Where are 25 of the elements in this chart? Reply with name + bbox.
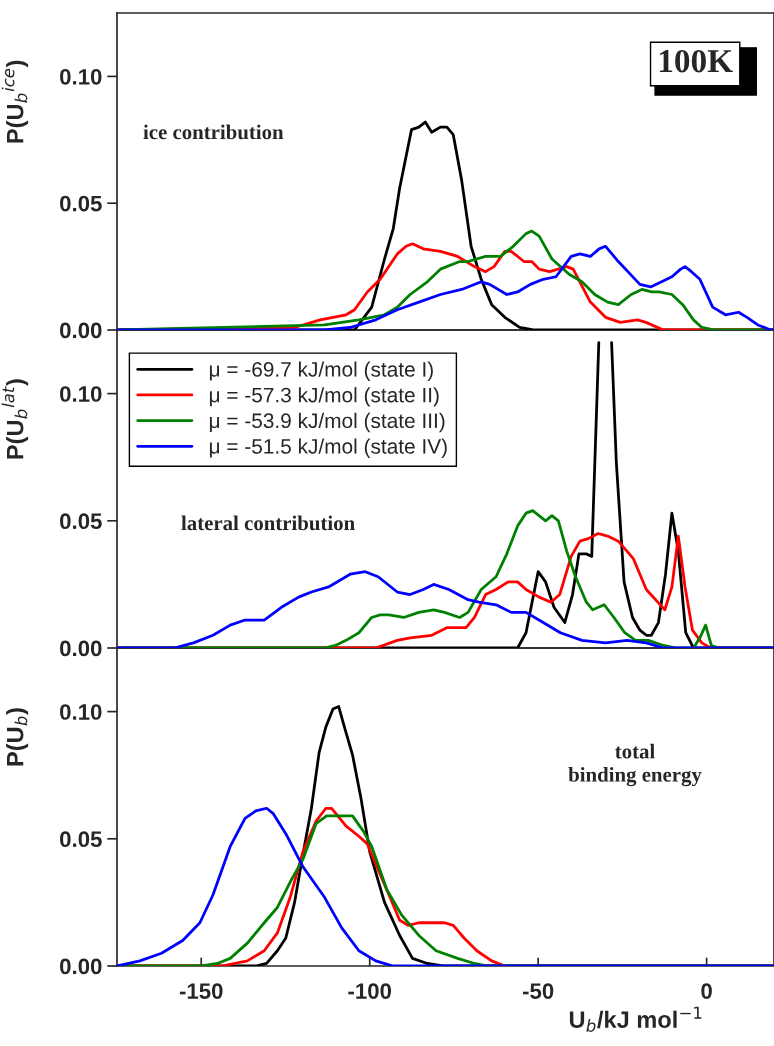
- legend-label: μ = -69.7 kJ/mol (state I): [209, 361, 433, 381]
- y-tick-label: 0.05: [60, 195, 102, 212]
- legend-label: μ = -51.5 kJ/mol (state IV): [209, 438, 447, 458]
- annotation: lateral contribution: [181, 515, 355, 531]
- annotation: ice contribution: [143, 124, 284, 140]
- x-tick-label: 0: [701, 983, 712, 999]
- y-tick-label: 0.00: [60, 322, 102, 339]
- y-tick-label: 0.10: [60, 386, 102, 402]
- x-axis-title: U$_{b}$/kJ mol$^{−1}$: [569, 1006, 702, 1032]
- legend-label: μ = -57.3 kJ/mol (state II): [209, 387, 439, 407]
- y-axis-title: P(U$_{b}$$^{lat}$): [1, 379, 29, 459]
- y-tick-label: 0.10: [60, 704, 102, 720]
- y-tick-label: 0.05: [60, 513, 102, 530]
- text: 100K: [659, 49, 733, 73]
- x-tick-label: -50: [522, 983, 554, 999]
- x-tick-label: -150: [179, 983, 223, 999]
- y-tick-label: 0.00: [60, 640, 102, 657]
- y-axis-title: P(U$_{b}$): [6, 708, 29, 766]
- legend-label: μ = -53.9 kJ/mol (state III): [209, 412, 445, 433]
- y-tick-label: 0.05: [60, 831, 102, 848]
- y-tick-label: 0.00: [60, 958, 102, 975]
- annotation: total binding energy: [568, 743, 702, 787]
- x-tick-label: -100: [348, 983, 392, 999]
- y-axis-title: P(U$_{b}$$^{ice}$): [1, 60, 29, 143]
- y-tick-label: 0.10: [60, 68, 102, 85]
